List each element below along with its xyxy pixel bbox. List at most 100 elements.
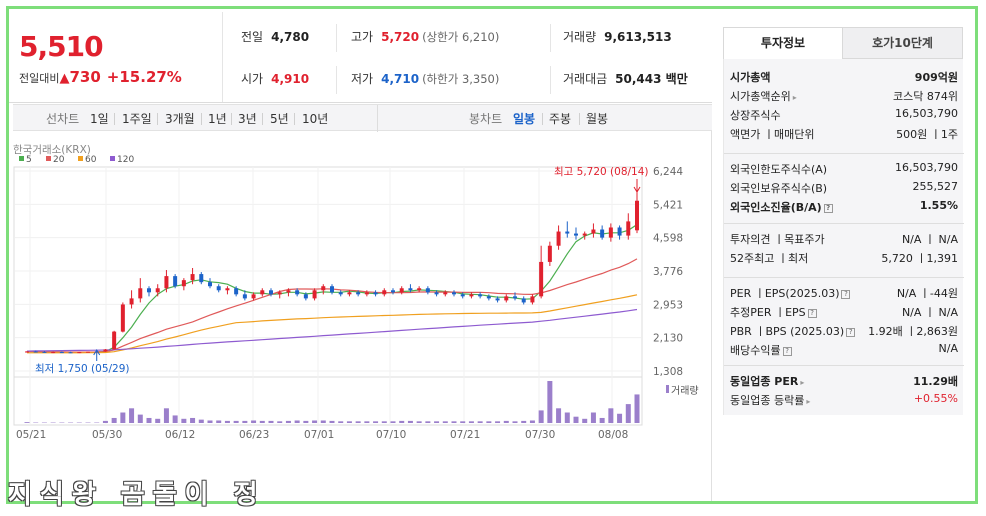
ma-legend-swatch [110, 156, 115, 161]
volume-bar [285, 420, 291, 423]
y-tick-label: 2,953 [653, 299, 683, 311]
candle-body [251, 294, 256, 299]
divider [724, 277, 964, 278]
panel-tabs: 투자정보 호가10단계 [723, 27, 963, 59]
help-icon[interactable]: ? [841, 289, 851, 299]
info-label[interactable]: 동일업종 등락률 ▸ [730, 394, 811, 407]
tab-orderbook[interactable]: 호가10단계 [842, 27, 963, 59]
info-value: 909억원 [914, 71, 958, 84]
candle-weekly[interactable]: 주봉 [549, 112, 572, 126]
candle-body [242, 294, 247, 299]
candle-daily[interactable]: 일봉 [513, 112, 536, 126]
volume-bar [346, 421, 352, 423]
info-value: N/A ㅣ N/A [901, 233, 958, 246]
volume-bar [634, 394, 640, 423]
volume-bar [538, 410, 544, 423]
help-icon[interactable]: ? [782, 346, 792, 356]
volume-bar [207, 420, 213, 423]
info-label[interactable]: PER ㅣEPS(2025.03)? [730, 285, 851, 301]
info-label[interactable]: 추정PER ㅣEPS? [730, 304, 817, 320]
candle-chart-label: 봉차트 [469, 112, 503, 126]
candle-body [25, 351, 29, 353]
period-3m[interactable]: 3개월 [165, 112, 195, 126]
volume-bar [146, 417, 152, 423]
candle-body [478, 294, 483, 297]
info-label[interactable]: 시가총액순위 ▸ [730, 90, 797, 103]
candle-body [391, 290, 395, 293]
volume-bar [216, 420, 222, 423]
candle-body [147, 288, 151, 293]
info-value: 16,503,790 [895, 161, 958, 174]
volume-bar [390, 421, 396, 423]
y-tick-label: 1,308 [653, 366, 683, 378]
info-value: N/A ㅣ-44원 [896, 287, 958, 300]
caret-right-icon[interactable]: ▸ [806, 397, 811, 406]
info-row: PBR ㅣBPS (2025.03)? 1.92배 ㅣ2,863원 [730, 323, 958, 341]
period-5y[interactable]: 5년 [270, 112, 289, 126]
panel-body: 시가총액 909억원 시가총액순위 ▸ 코스닥 874위 상장주식수 16,503,790 액… [723, 59, 964, 415]
candle-body [129, 298, 134, 305]
candle-body [120, 304, 125, 332]
volume-bar [407, 420, 413, 423]
candle-body [312, 290, 317, 299]
volume-bar [381, 421, 387, 423]
candle-body [408, 288, 413, 291]
candle-body [469, 294, 474, 297]
period-1w[interactable]: 1주일 [122, 112, 152, 126]
candle-body [356, 292, 361, 295]
divider [336, 24, 337, 52]
candle-body [68, 352, 73, 354]
price-summary: 5,510 전일대비▲730 +15.27% [9, 12, 222, 102]
caret-right-icon[interactable]: ▸ [800, 378, 805, 387]
info-row: 외국인보유주식수(B) 255,527 [730, 180, 958, 198]
stock-chart[interactable]: 한국거래소(KRX) 5 20 60 120 6,244 5,421 4,598 3,776 2,… [13, 131, 712, 501]
ma-legend-label: 5 [26, 155, 32, 165]
volume-bar [460, 421, 466, 423]
x-tick-label: 07/10 [376, 429, 406, 441]
volume-bar [277, 421, 283, 423]
info-label[interactable]: 동일업종 PER ▸ [730, 375, 805, 388]
period-1y[interactable]: 1년 [208, 112, 227, 126]
investment-info-panel: 투자정보 호가10단계 시가총액 909억원 시가총액순위 ▸ 코스닥 874위 상장주식… [723, 27, 964, 415]
caret-right-icon[interactable]: ▸ [792, 93, 797, 102]
help-icon[interactable]: ? [807, 308, 817, 318]
info-value: 코스닥 874위 [893, 90, 958, 103]
info-label[interactable]: 배당수익률? [730, 342, 792, 358]
x-tick-label: 07/30 [525, 429, 555, 441]
volume-bar [364, 421, 370, 423]
info-label[interactable]: PBR ㅣBPS (2025.03)? [730, 323, 856, 339]
candle-body [234, 288, 239, 295]
volume-bar [495, 421, 501, 423]
ma-line-120 [26, 308, 638, 352]
period-1d[interactable]: 1일 [90, 112, 109, 126]
tab-investment-info[interactable]: 투자정보 [723, 27, 843, 59]
info-row: 배당수익률? N/A [730, 342, 958, 360]
candle-body [199, 274, 204, 283]
volume-legend-swatch [666, 385, 669, 393]
help-icon[interactable]: ? [846, 327, 856, 337]
candle-body [269, 290, 273, 295]
info-row: 액면가 ㅣ매매단위 500원 ㅣ1주 [730, 126, 958, 144]
candle-body [190, 274, 195, 281]
volume-bar [224, 420, 230, 423]
outer-frame [6, 6, 978, 504]
info-value: 5,720 ㅣ1,391 [881, 252, 958, 265]
x-tick-label: 07/01 [304, 429, 334, 441]
help-icon[interactable]: ? [823, 203, 833, 213]
stat-open: 시가 4,910 [241, 72, 310, 86]
chart-canvas[interactable]: 한국거래소(KRX)5 20 60 120 6,244 5,421 4,598 3,776 2,… [13, 131, 712, 501]
x-tick-label: 06/23 [239, 429, 269, 441]
period-10y[interactable]: 10년 [302, 112, 329, 126]
info-label[interactable]: 외국인소진율(B/A)? [730, 199, 833, 215]
chart-source: 한국거래소(KRX) [13, 144, 91, 156]
volume-bar [329, 420, 335, 423]
y-tick-label: 4,598 [653, 233, 683, 245]
candle-body [373, 292, 378, 295]
candle-monthly[interactable]: 월봉 [586, 112, 609, 126]
period-3y[interactable]: 3년 [238, 112, 257, 126]
info-row: 추정PER ㅣEPS? N/A ㅣ N/A [730, 304, 958, 322]
ma-legend-label: 20 [53, 155, 65, 165]
volume-bar [111, 417, 117, 423]
y-tick-label: 2,130 [653, 333, 683, 345]
info-row: 시가총액 909억원 [730, 69, 958, 87]
